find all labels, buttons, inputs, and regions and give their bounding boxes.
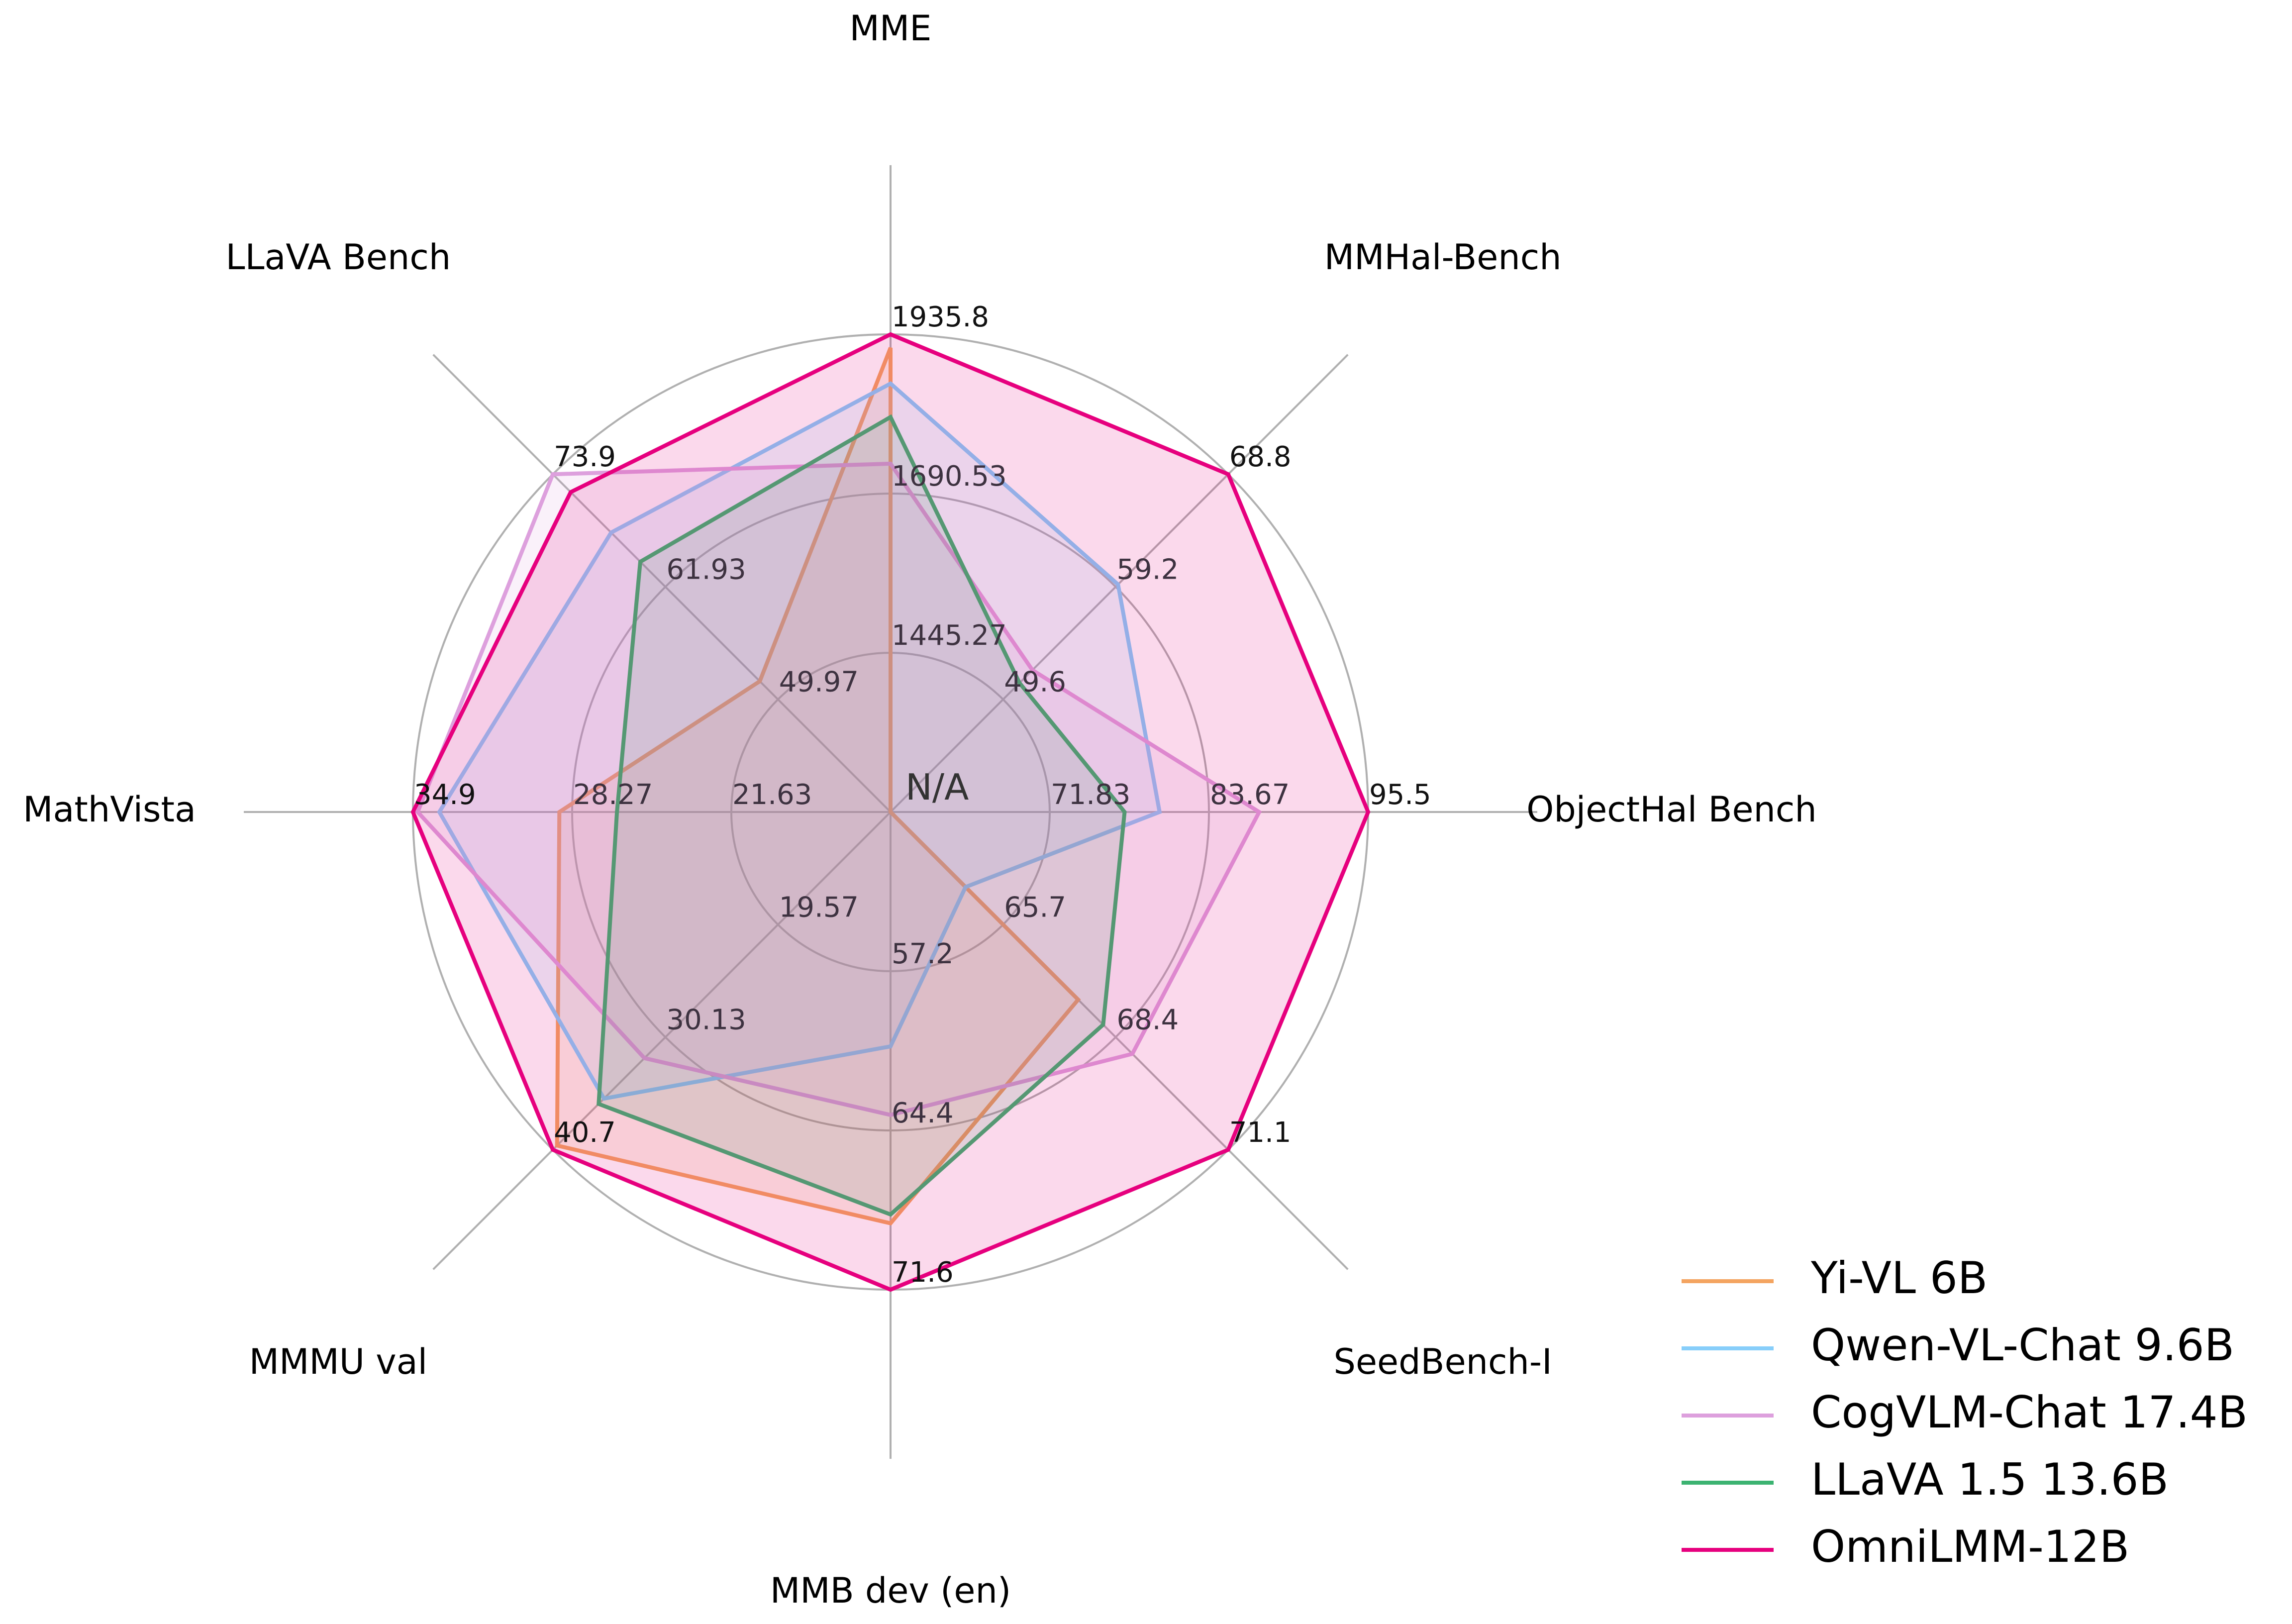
series-polygon [437, 381, 1162, 1101]
legend-label: LLaVA 1.5 13.6B [1811, 1454, 2169, 1505]
tick-label: 71.83 [1051, 779, 1130, 811]
tick-label: 28.27 [573, 779, 653, 811]
tick-label: 73.9 [554, 441, 616, 473]
legend-item: CogVLM-Chat 17.4B [1682, 1387, 2248, 1438]
tick-label: 21.63 [732, 779, 812, 811]
tick-label: 19.57 [779, 891, 859, 923]
tick-label: 68.4 [1117, 1004, 1179, 1036]
axis-line [432, 811, 892, 1270]
tick-label: 65.7 [1004, 891, 1066, 923]
tick-labels: 1445.27 1690.53 1935.8 49.6 59.2 68.8 71.83 83.… [414, 301, 1431, 1289]
tick-label: 71.1 [1229, 1116, 1292, 1149]
series-polygon [597, 414, 1127, 1217]
series-polygon [410, 332, 1371, 1292]
legend-item: Qwen-VL-Chat 9.6B [1682, 1320, 2234, 1371]
legend-label: Qwen-VL-Chat 9.6B [1811, 1320, 2234, 1371]
legend-item: LLaVA 1.5 13.6B [1682, 1454, 2169, 1505]
tick-label: 95.5 [1369, 779, 1431, 811]
tick-label: 64.4 [892, 1097, 954, 1129]
tick-label: 1935.8 [892, 301, 989, 333]
legend-label: CogVLM-Chat 17.4B [1811, 1387, 2248, 1438]
center-label: N/A [905, 766, 969, 808]
series-polygon [415, 461, 1262, 1117]
axis-label: MMHal-Bench [1324, 237, 1562, 278]
tick-label: 30.13 [666, 1004, 746, 1036]
tick-label: 49.6 [1004, 666, 1066, 699]
legend-item: OmniLMM-12B [1682, 1521, 2129, 1572]
tick-label: 49.97 [779, 666, 859, 699]
axis-label: MMMU val [249, 1341, 427, 1382]
tick-label: 71.6 [892, 1256, 954, 1289]
tick-label: 59.2 [1117, 553, 1179, 586]
legend-label: OmniLMM-12B [1811, 1521, 2129, 1572]
tick-label: 57.2 [892, 938, 954, 970]
tick-label: 1690.53 [892, 460, 1007, 493]
legend-item: Yi-VL 6B [1682, 1252, 1988, 1304]
tick-label: 34.9 [414, 779, 476, 811]
axis-label: LLaVA Bench [225, 237, 451, 278]
series-polygon [555, 347, 1081, 1226]
tick-label: 68.8 [1229, 441, 1292, 473]
axis-labels: MME MMHal-Bench ObjectHal Bench SeedBench-I… [23, 8, 1817, 1611]
legend: Yi-VL 6B Qwen-VL-Chat 9.6B CogVLM-Chat 17.… [1682, 1252, 2248, 1572]
axis-label: SeedBench-I [1334, 1341, 1552, 1382]
tick-label: 40.7 [554, 1116, 616, 1149]
axis-label: MME [849, 8, 931, 49]
tick-label: 61.93 [666, 553, 746, 586]
axis-label: MMB dev (en) [770, 1570, 1011, 1611]
tick-label: 1445.27 [892, 619, 1007, 652]
legend-label: Yi-VL 6B [1810, 1252, 1988, 1304]
tick-label: 83.67 [1210, 779, 1290, 811]
series-polygons [410, 332, 1371, 1292]
axis-label: ObjectHal Bench [1526, 789, 1817, 830]
axis-line [432, 354, 892, 813]
axis-label: MathVista [23, 789, 196, 830]
